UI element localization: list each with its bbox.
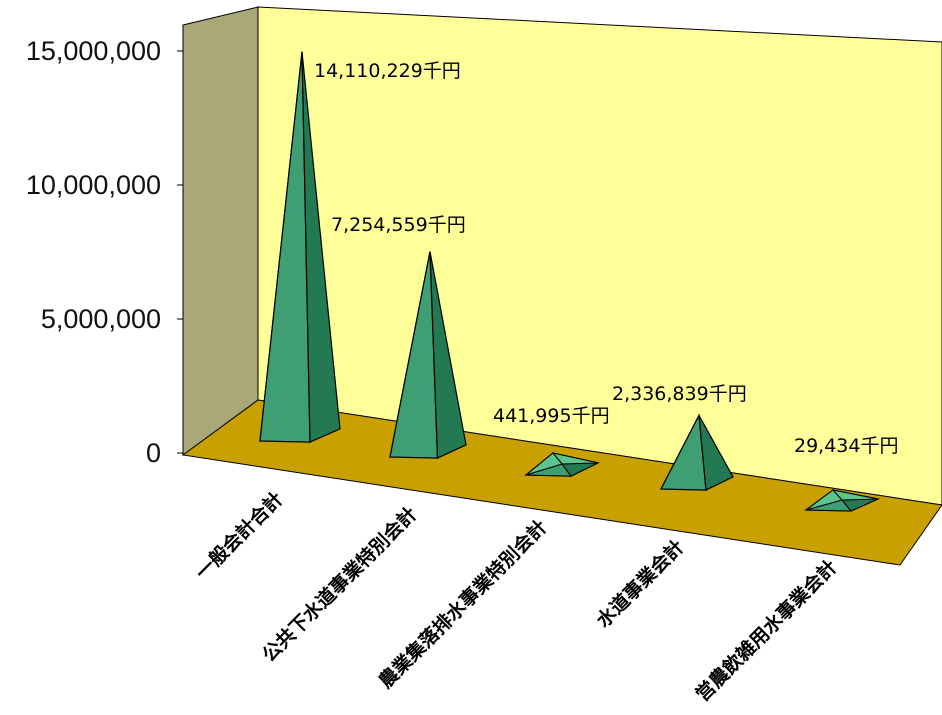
- x-tick-label: 水道事業会計: [592, 535, 689, 632]
- x-tick-label: 公共下水道事業特別会計: [257, 502, 421, 666]
- data-label: 14,110,229千円: [314, 60, 461, 82]
- floor: [181, 399, 942, 566]
- data-label: 441,995千円: [493, 405, 610, 427]
- data-labels: 14,110,229千円 7,254,559千円 441,995千円2,336,83…: [314, 60, 898, 457]
- data-label: 2,336,839千円: [612, 383, 747, 405]
- bar: [389, 251, 467, 460]
- y-tick-label: 10,000,000: [26, 170, 161, 200]
- x-tick-label: 一般会計合計: [191, 487, 288, 584]
- bars: [259, 51, 880, 512]
- bar-face-left: [525, 452, 563, 476]
- y-tick-label: 5,000,000: [41, 304, 161, 334]
- data-label: 7,254,559千円: [331, 214, 466, 236]
- y-tick-label: 0: [146, 438, 161, 468]
- bar: [660, 413, 734, 492]
- bar-face-left: [805, 489, 843, 511]
- bar-face-side: [301, 51, 341, 444]
- bar-face-side: [698, 415, 734, 492]
- bar: [524, 452, 600, 477]
- side-wall: [182, 6, 259, 456]
- x-tick-label: 農業集落排水事業特別会計: [374, 515, 551, 692]
- x-tick-label: 営農飲雑用水事業会計: [691, 555, 842, 706]
- bar: [804, 489, 880, 512]
- y-axis-ticks: 0 5,000,000 10,000,000 15,000,000: [26, 36, 183, 468]
- bar: [259, 51, 341, 444]
- data-label: 29,434千円: [794, 435, 898, 457]
- y-tick-label: 15,000,000: [26, 36, 161, 66]
- bar-face-side: [429, 251, 467, 460]
